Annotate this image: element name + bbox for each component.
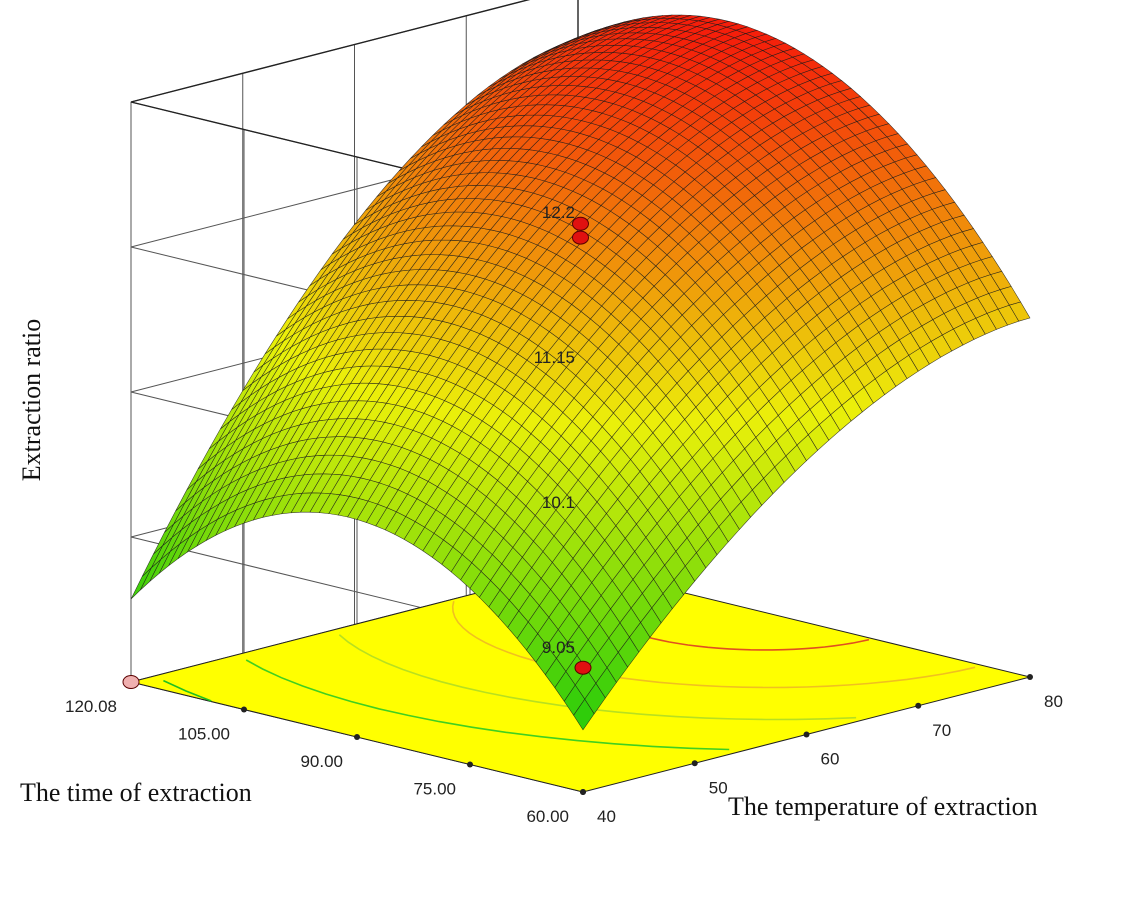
floor-contour-line xyxy=(245,659,730,751)
design-point xyxy=(572,230,589,245)
y-axis-tick-mark xyxy=(580,789,586,795)
z-tick-label: 10.1 xyxy=(542,493,575,512)
floor-contour-line xyxy=(163,679,212,702)
y-tick-label: 120.08 xyxy=(65,697,117,716)
x-axis-tick-mark xyxy=(803,731,810,738)
x-axis-tick-mark xyxy=(1027,674,1033,680)
surface-cell xyxy=(1008,301,1031,322)
y-axis-tick-mark xyxy=(354,734,360,740)
tick-labels: 9.05 10.1 11.15 12.2 60.00 75.00 90.00 105.00 12… xyxy=(65,203,1063,826)
y-tick-label: 75.00 xyxy=(413,780,456,799)
y-tick-label: 105.00 xyxy=(178,725,230,744)
x-tick-label: 50 xyxy=(709,778,728,797)
design-point xyxy=(572,216,589,231)
y-axis-tick-mark xyxy=(467,761,473,768)
y-tick-label: 90.00 xyxy=(300,752,343,771)
floor-contour-line xyxy=(338,634,857,721)
design-point xyxy=(574,660,592,675)
x-tick-label: 70 xyxy=(932,721,951,740)
y-axis-tick-mark xyxy=(241,706,247,713)
x-axis-tick-mark xyxy=(691,760,698,767)
design-point xyxy=(122,675,140,689)
x-tick-label: 60 xyxy=(821,750,840,769)
x-axis-title: The temperature of extraction xyxy=(728,792,1038,821)
x-axis-tick-mark xyxy=(915,702,922,709)
floor-contour-line xyxy=(451,601,976,689)
surface-cell xyxy=(130,567,152,600)
design-points xyxy=(122,216,592,689)
z-axis-title: Extraction ratio xyxy=(17,319,46,481)
x-tick-label: 40 xyxy=(597,807,616,826)
y-tick-label: 60.00 xyxy=(526,807,569,826)
y-axis-title: The time of extraction xyxy=(20,778,252,807)
response-surface xyxy=(130,14,1031,731)
z-tick-label: 11.15 xyxy=(534,348,575,367)
z-tick-label: 9.05 xyxy=(542,638,575,657)
z-tick-label: 12.2 xyxy=(542,203,575,222)
x-tick-label: 80 xyxy=(1044,692,1063,711)
